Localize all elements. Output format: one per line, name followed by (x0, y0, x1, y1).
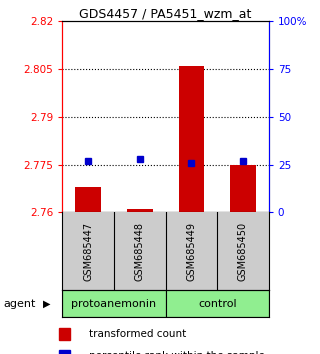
Bar (230, 165, 256, 212)
Text: GSM685450: GSM685450 (238, 222, 248, 281)
Text: percentile rank within the sample: percentile rank within the sample (89, 351, 265, 354)
Text: transformed count: transformed count (89, 329, 186, 339)
Bar (179, 66, 204, 212)
Text: GSM685448: GSM685448 (135, 222, 145, 281)
Text: ▶: ▶ (43, 298, 51, 309)
Bar (166, 290, 269, 317)
Text: GSM685447: GSM685447 (83, 222, 93, 281)
Text: agent: agent (3, 298, 36, 309)
Bar (59, 350, 70, 354)
Text: protoanemonin: protoanemonin (71, 298, 156, 309)
Bar (75, 187, 101, 212)
Text: GSM685449: GSM685449 (186, 222, 196, 281)
Bar (127, 209, 153, 212)
Title: GDS4457 / PA5451_wzm_at: GDS4457 / PA5451_wzm_at (79, 7, 252, 20)
Bar (62, 290, 166, 317)
Bar (59, 328, 70, 340)
Text: control: control (198, 298, 236, 309)
